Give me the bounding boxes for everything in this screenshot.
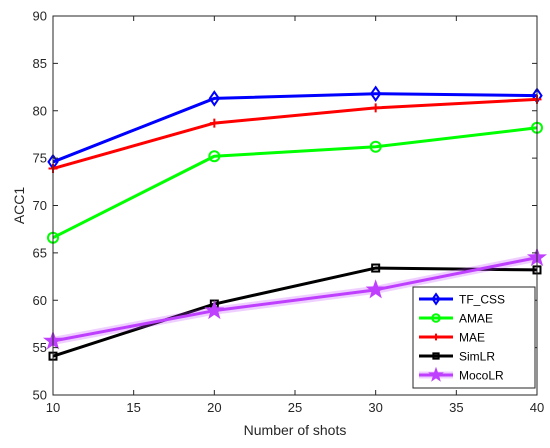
- y-tick-label: 85: [33, 56, 47, 71]
- legend-label: MAE: [459, 331, 485, 345]
- x-tick-label: 20: [207, 400, 221, 415]
- series-mocolr: [42, 247, 548, 350]
- y-tick-label: 70: [33, 198, 47, 213]
- series-line: [52, 92, 538, 164]
- legend-marker: [432, 352, 440, 360]
- legend-marker: [431, 313, 441, 323]
- y-tick-label: 65: [33, 245, 47, 260]
- data-point: [371, 263, 381, 273]
- legend-marker: [428, 366, 444, 382]
- legend-marker: [432, 333, 440, 341]
- legend-entry: MAE: [419, 331, 485, 345]
- x-tick-label: 15: [126, 400, 140, 415]
- y-tick-label: 50: [33, 388, 47, 403]
- series-line: [52, 256, 538, 343]
- legend-entry: TF_CSS: [419, 292, 505, 307]
- data-point: [365, 279, 386, 299]
- data-point: [371, 103, 381, 113]
- data-point: [204, 300, 225, 320]
- axes-layer: 10 15 20 25 30 35 40 50 55 60 65 70 75 80 85 90: [33, 9, 545, 416]
- legend-entry: SimLR: [419, 350, 495, 364]
- series-line: [52, 266, 538, 358]
- series-line: [52, 97, 538, 170]
- data-point: [369, 140, 382, 153]
- legend-label: TF_CSS: [459, 293, 505, 307]
- x-tick-label: 25: [288, 400, 302, 415]
- data-point: [209, 118, 219, 128]
- legend-marker: [431, 292, 441, 306]
- data-point: [208, 150, 221, 163]
- legend-label: MocoLR: [459, 369, 504, 383]
- y-tick-label: 90: [33, 9, 47, 24]
- y-axis-label: ACC1: [11, 187, 27, 225]
- x-tick-label: 30: [368, 400, 382, 415]
- data-point: [369, 85, 382, 102]
- legend-label: AMAE: [459, 312, 493, 326]
- legend-entry: MocoLR: [419, 366, 504, 383]
- x-tick-label: 35: [449, 400, 463, 415]
- y-tick-label: 60: [33, 293, 47, 308]
- y-tick-label: 55: [33, 340, 47, 355]
- legend-entry: AMAE: [419, 312, 493, 326]
- x-tick-label: 10: [46, 400, 60, 415]
- legend-label: SimLR: [459, 350, 495, 364]
- data-point: [208, 90, 221, 107]
- x-axis-label: Number of shots: [244, 422, 347, 438]
- y-tick-label: 75: [33, 151, 47, 166]
- x-tick-label: 40: [530, 400, 544, 415]
- y-tick-label: 80: [33, 103, 47, 118]
- series-line: [52, 126, 538, 240]
- legend: TF_CSS AMAE MAE SimLR MocoLR: [412, 286, 536, 389]
